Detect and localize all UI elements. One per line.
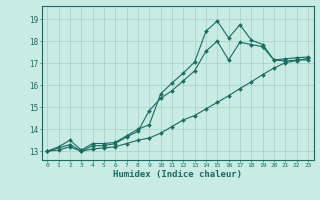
X-axis label: Humidex (Indice chaleur): Humidex (Indice chaleur) (113, 170, 242, 179)
